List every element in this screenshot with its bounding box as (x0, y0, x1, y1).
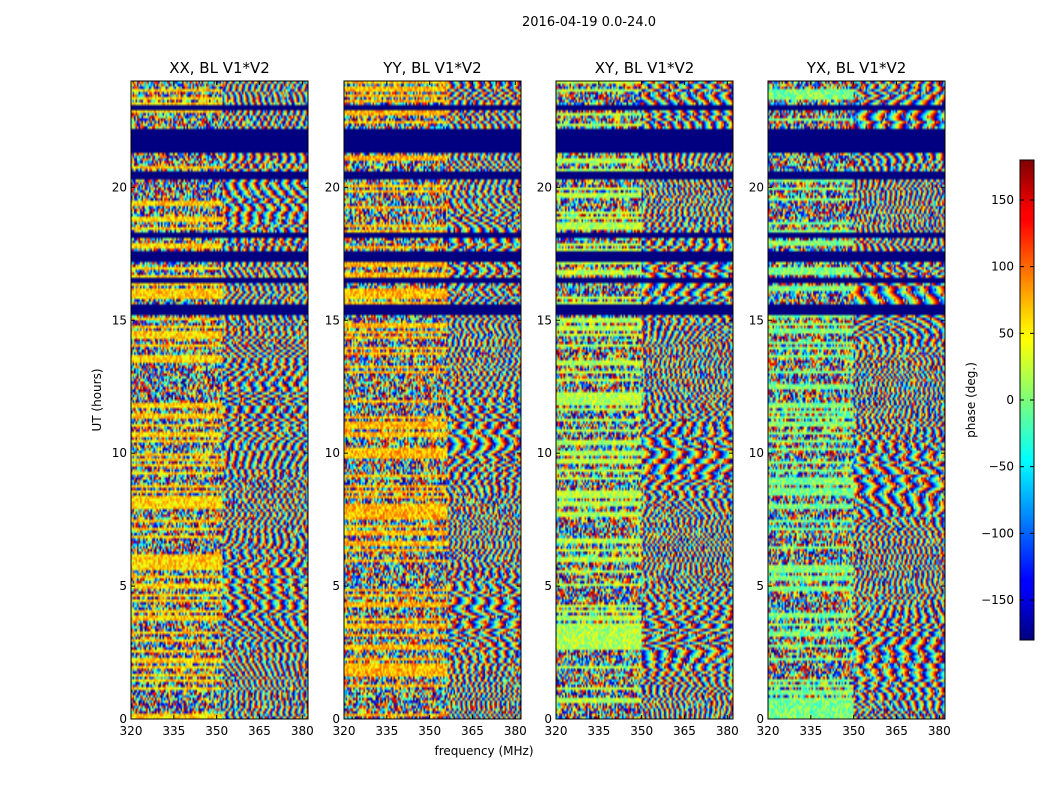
x-tick-label: 365 (248, 724, 271, 738)
y-tick-label: 20 (749, 180, 764, 194)
y-axis-label: UT (hours) (90, 368, 104, 431)
y-tick-label: 0 (544, 712, 552, 726)
x-tick-label: 350 (842, 724, 865, 738)
colorbar-tick-label: −100 (981, 526, 1014, 540)
x-tick-label: 335 (587, 724, 610, 738)
x-tick-label: 380 (928, 724, 951, 738)
x-tick-label: 350 (205, 724, 228, 738)
colorbar-label: phase (deg.) (964, 362, 978, 438)
x-tick-label: 380 (504, 724, 527, 738)
heatmap-image (768, 81, 945, 719)
x-tick-label: 335 (162, 724, 185, 738)
x-tick-label: 320 (757, 724, 780, 738)
panel-4: YX, BL V1*V2 320 335 350 365 380 0 5 10 15 20 (749, 59, 951, 738)
y-tick-label: 10 (537, 446, 552, 460)
y-tick-label: 10 (112, 446, 127, 460)
colorbar-ticks: −150 −100 −50 0 50 100 150 (981, 193, 1034, 607)
colorbar-tick-label: −50 (989, 460, 1014, 474)
x-tick-label: 365 (461, 724, 484, 738)
x-tick-label: 320 (120, 724, 143, 738)
y-tick-label: 0 (332, 712, 340, 726)
x-tick-label: 380 (716, 724, 739, 738)
heatmap-image (344, 81, 521, 719)
x-tick-label: 380 (291, 724, 314, 738)
y-tick-label: 15 (537, 313, 552, 327)
heatmap-image (556, 81, 733, 719)
panel-frame (130, 80, 309, 720)
colorbar: −150 −100 −50 0 50 100 150 phase (deg.) (964, 159, 1035, 641)
panel-title: XY, BL V1*V2 (595, 59, 695, 77)
panel-2: YY, BL V1*V2 320 335 350 365 380 0 5 10 15 20 (325, 59, 527, 738)
x-tick-label: 335 (799, 724, 822, 738)
y-tick-label: 0 (119, 712, 127, 726)
heatmap-image (131, 81, 308, 719)
panel-3: XY, BL V1*V2 320 335 350 365 380 0 5 10 15 20 (537, 59, 739, 738)
x-axis-label: frequency (MHz) (434, 744, 533, 758)
x-tick-label: 320 (545, 724, 568, 738)
x-tick-label: 350 (630, 724, 653, 738)
panel-frame (767, 80, 946, 720)
y-tick-label: 5 (332, 579, 340, 593)
figure-title: 2016-04-19 0.0-24.0 (522, 15, 656, 30)
x-tick-label: 320 (333, 724, 356, 738)
colorbar-tick-label: 0 (1006, 393, 1014, 407)
y-tick-label: 15 (325, 313, 340, 327)
y-tick-label: 0 (756, 712, 764, 726)
y-tick-label: 5 (119, 579, 127, 593)
y-tick-label: 5 (544, 579, 552, 593)
colorbar-tick-label: 150 (991, 193, 1014, 207)
panel-frame (343, 80, 522, 720)
y-tick-label: 10 (325, 446, 340, 460)
colorbar-tick-label: 50 (999, 326, 1014, 340)
y-tick-label: 20 (325, 180, 340, 194)
panel-1: XX, BL V1*V2 320 335 350 365 380 0 5 10 15 20 (112, 59, 314, 738)
y-tick-label: 10 (749, 446, 764, 460)
y-tick-label: 15 (112, 313, 127, 327)
y-tick-label: 20 (112, 180, 127, 194)
y-tick-label: 15 (749, 313, 764, 327)
panel-title: XX, BL V1*V2 (169, 59, 270, 77)
colorbar-tick-label: −150 (981, 593, 1014, 607)
x-tick-label: 350 (418, 724, 441, 738)
colorbar-tick-label: 100 (991, 260, 1014, 274)
x-tick-label: 365 (673, 724, 696, 738)
panel-title: YY, BL V1*V2 (382, 59, 481, 77)
panel-frame (555, 80, 734, 720)
y-tick-label: 5 (756, 579, 764, 593)
x-tick-label: 335 (375, 724, 398, 738)
panel-title: YX, BL V1*V2 (806, 59, 907, 77)
x-tick-label: 365 (885, 724, 908, 738)
y-tick-label: 20 (537, 180, 552, 194)
